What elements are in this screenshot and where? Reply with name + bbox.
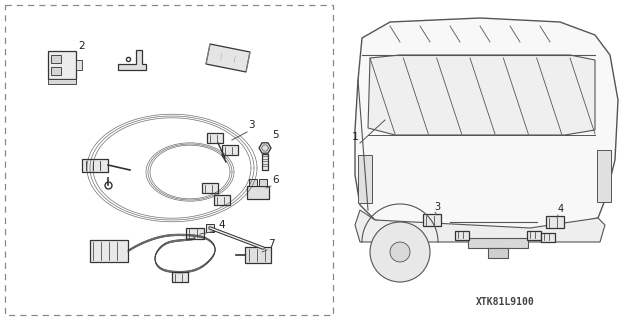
Text: XTK81L9100: XTK81L9100 <box>476 297 535 307</box>
FancyBboxPatch shape <box>206 224 214 232</box>
FancyBboxPatch shape <box>468 238 528 248</box>
Circle shape <box>390 242 410 262</box>
FancyBboxPatch shape <box>90 240 128 262</box>
FancyBboxPatch shape <box>245 247 271 263</box>
Polygon shape <box>368 55 595 135</box>
FancyBboxPatch shape <box>82 159 108 172</box>
FancyBboxPatch shape <box>546 216 564 228</box>
Polygon shape <box>206 44 250 72</box>
FancyBboxPatch shape <box>597 150 611 202</box>
FancyBboxPatch shape <box>51 55 61 63</box>
FancyBboxPatch shape <box>207 133 223 143</box>
Polygon shape <box>118 50 146 70</box>
FancyBboxPatch shape <box>76 60 82 70</box>
FancyBboxPatch shape <box>186 227 204 239</box>
Text: 2: 2 <box>78 41 84 51</box>
Text: 6: 6 <box>272 175 278 185</box>
Polygon shape <box>355 210 605 242</box>
Text: 7: 7 <box>268 239 275 249</box>
FancyBboxPatch shape <box>488 248 508 258</box>
FancyBboxPatch shape <box>202 183 218 193</box>
Polygon shape <box>259 143 271 153</box>
FancyBboxPatch shape <box>541 233 555 241</box>
Text: 1: 1 <box>352 132 359 142</box>
FancyBboxPatch shape <box>262 154 268 170</box>
FancyBboxPatch shape <box>247 186 269 199</box>
Text: 4: 4 <box>218 220 225 230</box>
Circle shape <box>370 222 430 282</box>
FancyBboxPatch shape <box>358 155 372 203</box>
FancyBboxPatch shape <box>423 214 441 226</box>
Text: 4: 4 <box>558 204 564 214</box>
FancyBboxPatch shape <box>259 179 267 186</box>
FancyBboxPatch shape <box>48 51 76 79</box>
FancyBboxPatch shape <box>249 179 257 186</box>
FancyBboxPatch shape <box>172 272 188 282</box>
FancyBboxPatch shape <box>222 145 238 155</box>
Text: 3: 3 <box>248 120 255 130</box>
FancyBboxPatch shape <box>51 67 61 75</box>
Bar <box>5 5 333 315</box>
Text: 3: 3 <box>434 202 440 212</box>
Text: 5: 5 <box>272 130 278 140</box>
FancyBboxPatch shape <box>455 231 469 240</box>
FancyBboxPatch shape <box>48 79 76 84</box>
Polygon shape <box>355 18 618 232</box>
FancyBboxPatch shape <box>214 195 230 205</box>
FancyBboxPatch shape <box>527 231 541 240</box>
